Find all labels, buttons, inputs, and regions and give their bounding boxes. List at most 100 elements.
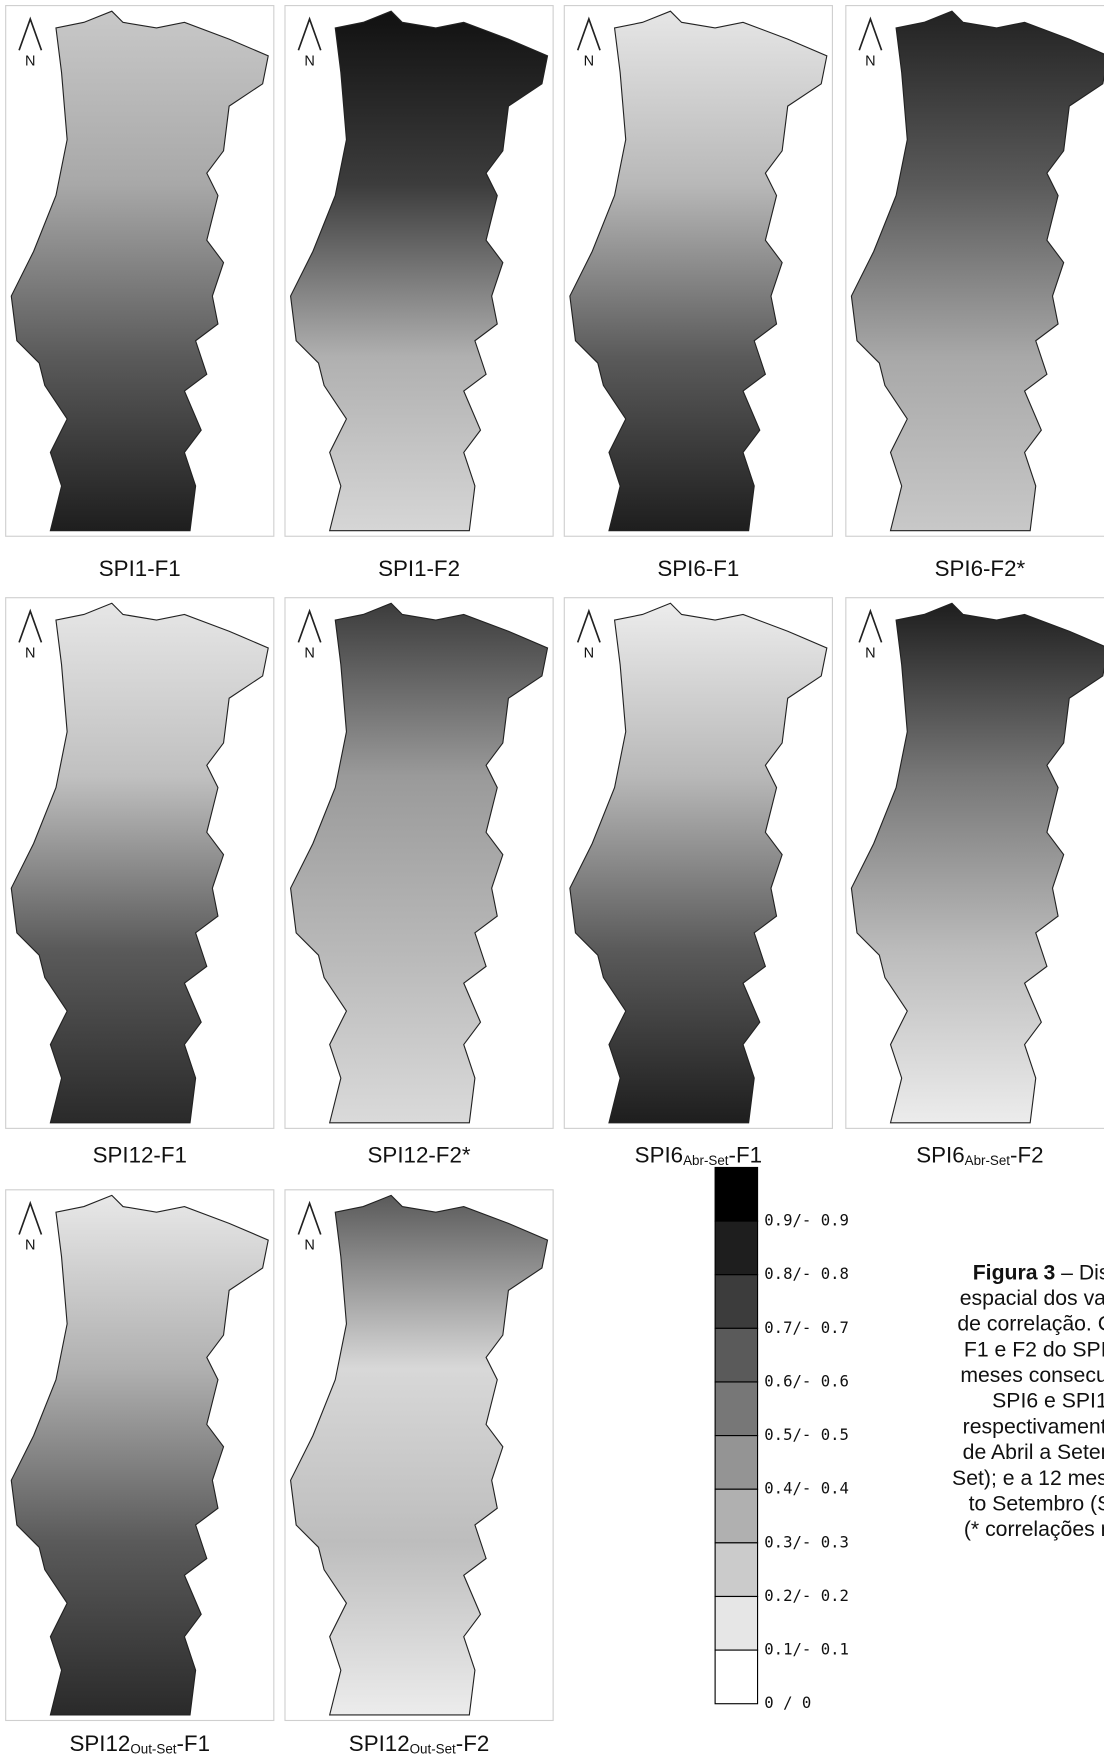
panel-title: SPI6-F2* (935, 556, 1026, 581)
legend-swatch (714, 1435, 759, 1490)
caption-line: meses consecutivos (960, 1364, 1104, 1387)
legend-swatch (714, 1381, 759, 1437)
north-arrow (576, 608, 601, 643)
title-name: SPI6-F1 (657, 556, 739, 581)
title-name: SPI12-F2* (368, 1142, 471, 1167)
legend-label: 0.9/- 0.9 (764, 1211, 849, 1230)
map-panel: N (284, 1189, 554, 1722)
north-arrow (18, 16, 43, 51)
country-map (569, 10, 828, 532)
legend-swatch (714, 1488, 759, 1544)
title-suffix: -F2 (1010, 1142, 1044, 1167)
legend-label: 0.2/- 0.2 (764, 1586, 849, 1605)
north-arrow (297, 16, 322, 51)
north-label: N (584, 645, 594, 661)
title-name: SPI6 (916, 1142, 964, 1167)
caption-bold: Figura 3 (973, 1261, 1056, 1284)
country-map (290, 10, 549, 532)
panel-title: SPI12-F1 (93, 1142, 187, 1167)
caption-line: to Setembro (SPI1 (969, 1492, 1104, 1515)
title-subscript: Out-Set (130, 1741, 176, 1754)
map-panel: N (5, 597, 275, 1129)
north-label: N (25, 1238, 35, 1254)
legend-swatch (714, 1649, 759, 1705)
country-map (569, 602, 828, 1124)
title-name: SPI6-F2* (935, 556, 1026, 581)
country-map (850, 10, 1104, 532)
legend-label: 0.5/- 0.5 (764, 1425, 849, 1444)
legend-swatch (714, 1595, 759, 1651)
panel-title: SPI6-F1 (657, 556, 739, 581)
map-panel: N (284, 597, 554, 1129)
map-panel: N (845, 5, 1104, 537)
legend-swatch (714, 1327, 759, 1383)
map-panel: N (563, 597, 833, 1129)
north-arrow (858, 16, 883, 51)
north-arrow (18, 1200, 43, 1235)
country-map (290, 1194, 549, 1716)
title-name: SPI12 (70, 1731, 131, 1754)
map-panel: N (284, 5, 554, 537)
north-label: N (304, 1238, 314, 1254)
caption-text: – Distrib (1055, 1261, 1104, 1284)
caption-line: SPI6 e SPI12 (992, 1390, 1104, 1413)
map-panel: N (845, 597, 1104, 1129)
title-name: SPI6 (635, 1142, 683, 1167)
caption-line: (* correlações nega (964, 1518, 1104, 1541)
country-map (10, 1194, 269, 1716)
panel-title: SPI1-F1 (99, 556, 181, 581)
caption-line: de Abril a Setembro (963, 1441, 1104, 1464)
panel-title: SPI6Abr-Set-F2 (916, 1142, 1043, 1167)
panel-title: SPI6Abr-Set-F1 (635, 1142, 762, 1167)
panel-title: SPI12Out-Set-F2 (349, 1731, 489, 1754)
panel-title: SPI12-F2* (368, 1142, 471, 1167)
north-arrow (576, 16, 601, 51)
country-map (10, 602, 269, 1124)
legend-swatch (714, 1542, 759, 1598)
legend-label: 0.7/- 0.7 (764, 1318, 849, 1337)
title-name: SPI12-F1 (93, 1142, 187, 1167)
north-label: N (304, 645, 314, 661)
legend-label: 0.1/- 0.1 (764, 1640, 849, 1659)
north-label: N (25, 645, 35, 661)
country-map (10, 10, 269, 532)
title-subscript: Out-Set (410, 1741, 456, 1754)
map-panel: N (5, 5, 275, 537)
north-arrow (297, 608, 322, 643)
caption-line: Set); e a 12 meses de (952, 1467, 1104, 1490)
caption-line: F1 e F2 do SPI: a 1 (964, 1338, 1104, 1361)
panel-title: SPI1-F2 (378, 556, 460, 581)
legend-label: 0.3/- 0.3 (764, 1532, 849, 1551)
legend-label: 0.6/- 0.6 (764, 1371, 849, 1390)
caption-line: espacial dos valores (960, 1287, 1104, 1310)
north-arrow (297, 1200, 322, 1235)
caption-line: Figura 3 – Distrib (973, 1261, 1104, 1284)
title-suffix: -F1 (176, 1731, 210, 1754)
legend-swatch (714, 1274, 759, 1329)
title-subscript: Abr-Set (965, 1152, 1011, 1167)
north-label: N (865, 645, 875, 661)
country-map (850, 602, 1104, 1124)
country-map (290, 602, 549, 1124)
north-label: N (304, 53, 314, 69)
map-panel: N (5, 1189, 275, 1722)
legend-label: 0.8/- 0.8 (764, 1264, 849, 1283)
caption-line: de correlação. Comp (957, 1313, 1104, 1336)
title-subscript: Abr-Set (683, 1152, 729, 1167)
north-label: N (584, 53, 594, 69)
legend-label: 0 / 0 (764, 1693, 811, 1712)
north-label: N (25, 53, 35, 69)
north-arrow (18, 608, 43, 643)
legend-swatch (714, 1166, 759, 1222)
legend-swatch (714, 1220, 759, 1276)
panel-title: SPI12Out-Set-F1 (70, 1731, 210, 1754)
title-name: SPI1-F1 (99, 556, 181, 581)
north-arrow (858, 608, 883, 643)
title-name: SPI1-F2 (378, 556, 460, 581)
title-suffix: -F2 (456, 1731, 490, 1754)
north-label: N (865, 53, 875, 69)
caption-line: respectivamente); a (963, 1415, 1104, 1438)
title-name: SPI12 (349, 1731, 410, 1754)
